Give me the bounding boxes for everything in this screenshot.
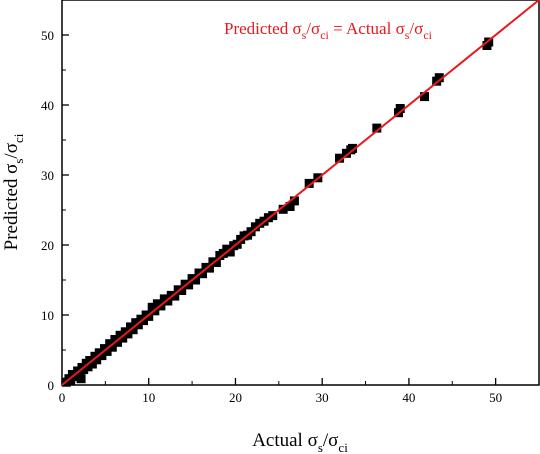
- plot-frame: [61, 0, 540, 386]
- data-point: [278, 204, 288, 214]
- x-axis-title-main: Actual σ: [252, 430, 318, 451]
- reference-line: [61, 0, 540, 386]
- data-point: [197, 269, 207, 279]
- data-point: [395, 104, 405, 113]
- annotation-part-6: s: [405, 28, 410, 42]
- data-point: [304, 178, 314, 188]
- annotation-part-7: /σ: [409, 19, 423, 38]
- data-point: [348, 143, 358, 153]
- ticks: 0 10 20 30 40 50 0 10 20 30 40 50: [41, 28, 502, 405]
- annotation-part-4: ci: [320, 28, 329, 42]
- y-axis-title-sub-2: ci: [11, 133, 26, 143]
- y-tick-label: 10: [41, 308, 54, 323]
- y-axis-title-main: Predicted σ: [1, 164, 22, 251]
- x-tick-label: 0: [59, 390, 66, 405]
- x-tick-label: 10: [142, 390, 155, 405]
- x-tick-label: 50: [489, 390, 502, 405]
- annotation-part-5: = Actual σ: [329, 19, 405, 38]
- x-axis-title-mid: /σ: [323, 430, 339, 451]
- data-point: [372, 123, 382, 133]
- y-axis-title-sub-1: s: [11, 159, 26, 164]
- y-axis-title-mid: /σ: [1, 143, 22, 159]
- data-point: [335, 153, 345, 163]
- x-tick-label: 40: [402, 390, 415, 405]
- data-point: [128, 325, 138, 335]
- data-point: [211, 258, 221, 267]
- data-point: [289, 196, 299, 206]
- data-point: [113, 337, 123, 347]
- data-point: [170, 291, 180, 301]
- y-tick-label: 30: [41, 168, 54, 183]
- y-tick-label: 40: [41, 98, 54, 113]
- data-point: [177, 286, 187, 295]
- data-point: [484, 37, 494, 47]
- data-point: [107, 342, 117, 352]
- data-point: [144, 311, 154, 321]
- annotation-part-3: /σ: [306, 19, 320, 38]
- data-point: [76, 374, 86, 384]
- y-tick-label: 20: [41, 238, 54, 253]
- y-tick-label: 0: [48, 378, 55, 393]
- x-axis-title-sub-1: s: [318, 440, 323, 454]
- data-point: [204, 263, 214, 273]
- annotation-label: Predicted σs/σci = Actual σs/σci: [224, 19, 433, 42]
- data-point: [139, 316, 149, 326]
- data-point: [163, 296, 173, 306]
- x-axis-title: Actual σs/σci: [252, 430, 348, 454]
- data-point: [420, 92, 430, 102]
- data-point: [285, 202, 295, 211]
- data-point: [123, 329, 133, 339]
- y-tick-label: 50: [41, 28, 54, 43]
- data-point: [434, 73, 444, 83]
- data-point: [92, 355, 102, 365]
- data-point: [184, 280, 194, 290]
- y-axis-title: Predicted σs/σci: [1, 133, 26, 250]
- data-point: [225, 247, 235, 257]
- x-tick-label: 30: [316, 390, 329, 405]
- data-point: [191, 275, 201, 285]
- data-point: [102, 346, 112, 356]
- x-tick-label: 20: [229, 390, 242, 405]
- annotation-part-2: s: [302, 28, 307, 42]
- data-point: [97, 351, 107, 361]
- data-point: [133, 320, 143, 330]
- annotation-part-8: ci: [423, 28, 432, 42]
- annotation-part-1: Predicted σ: [224, 19, 302, 38]
- data-point: [118, 333, 128, 343]
- x-axis-title-sub-2: ci: [338, 440, 348, 454]
